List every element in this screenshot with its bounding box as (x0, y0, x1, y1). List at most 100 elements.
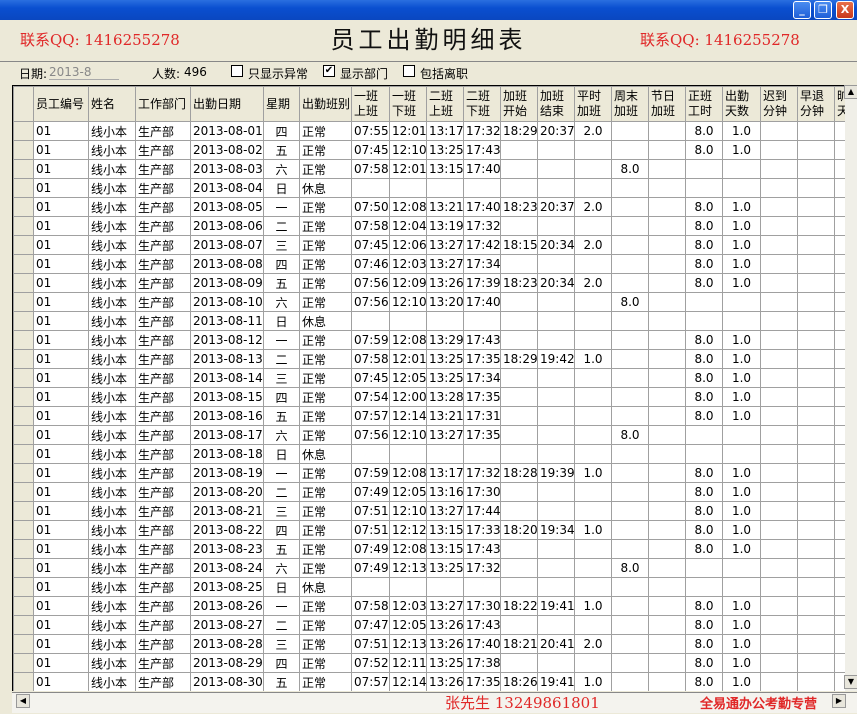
table-row[interactable]: 01 线小本 生产部 2013-08-10 六正常 07:56 12:10 13:20 17:4… (13, 292, 845, 312)
column-header[interactable]: 工作部门 (135, 86, 191, 122)
minimize-button[interactable]: _ (793, 1, 811, 19)
date-input[interactable]: 2013-8 (49, 65, 119, 80)
table-cell: 正常 (299, 482, 352, 502)
column-header[interactable]: 一班 下班 (389, 86, 427, 122)
row-selector[interactable] (13, 273, 34, 293)
table-row[interactable]: 01 线小本 生产部 2013-08-13 二正常 07:58 12:01 13:25 17:3… (13, 349, 845, 369)
row-selector[interactable] (13, 501, 34, 521)
row-selector[interactable] (13, 121, 34, 141)
row-selector[interactable] (13, 539, 34, 559)
row-selector[interactable] (13, 425, 34, 445)
row-selector[interactable] (13, 311, 34, 331)
column-header[interactable]: 星期 (263, 86, 300, 122)
row-selector[interactable] (13, 292, 34, 312)
column-header[interactable]: 员工编号 (33, 86, 89, 122)
row-selector[interactable] (13, 653, 34, 673)
table-row[interactable]: 01 线小本 生产部 2013-08-25 日休息 (13, 577, 845, 597)
table-row[interactable]: 01 线小本 生产部 2013-08-16 五正常 07:57 12:14 13:21 17:3… (13, 406, 845, 426)
row-selector[interactable] (13, 254, 34, 274)
scroll-down-icon[interactable]: ▼ (844, 675, 857, 689)
table-row[interactable]: 01 线小本 生产部 2013-08-23 五正常 07:49 12:08 13:15 17:4… (13, 539, 845, 559)
table-cell: 01 (33, 501, 89, 521)
table-row[interactable]: 01 线小本 生产部 2013-08-04 日休息 (13, 178, 845, 198)
restore-button[interactable]: ❐ (814, 1, 832, 19)
row-selector[interactable] (13, 159, 34, 179)
column-header[interactable]: 加班 结束 (537, 86, 575, 122)
table-row[interactable]: 01 线小本 生产部 2013-08-27 二正常 07:47 12:05 13:26 17:4… (13, 615, 845, 635)
column-header[interactable]: 正班 工时 (685, 86, 723, 122)
row-selector[interactable] (13, 444, 34, 464)
scroll-left-icon[interactable]: ◀ (16, 694, 30, 708)
table-row[interactable]: 01 线小本 生产部 2013-08-26 一正常 07:58 12:03 13:27 17:3… (13, 596, 845, 616)
row-selector[interactable] (13, 140, 34, 160)
row-selector[interactable] (13, 520, 34, 540)
table-cell: 线小本 (88, 254, 136, 274)
table-row[interactable]: 01 线小本 生产部 2013-08-29 四正常 07:52 12:11 13:25 17:3… (13, 653, 845, 673)
column-header[interactable]: 一班 上班 (351, 86, 390, 122)
row-selector[interactable] (13, 615, 34, 635)
column-header[interactable]: 二班 下班 (463, 86, 501, 122)
table-row[interactable]: 01 线小本 生产部 2013-08-14 三正常 07:45 12:05 13:25 17:3… (13, 368, 845, 388)
include-resigned-checkbox[interactable] (403, 65, 415, 77)
window-titlebar: _ ❐ X (0, 0, 857, 20)
table-cell: 01 (33, 653, 89, 673)
table-row[interactable]: 01 线小本 生产部 2013-08-19 一正常 07:59 12:08 13:17 17:3… (13, 463, 845, 483)
table-row[interactable]: 01 线小本 生产部 2013-08-24 六正常 07:49 12:13 13:25 17:3… (13, 558, 845, 578)
column-header[interactable]: 姓名 (88, 86, 136, 122)
table-row[interactable]: 01 线小本 生产部 2013-08-22 四正常 07:51 12:12 13:15 17:3… (13, 520, 845, 540)
scroll-right-icon[interactable]: ▶ (832, 694, 846, 708)
table-row[interactable]: 01 线小本 生产部 2013-08-18 日休息 (13, 444, 845, 464)
table-row[interactable]: 01 线小本 生产部 2013-08-30 五正常 07:57 12:14 13:26 17:3… (13, 672, 845, 691)
table-row[interactable]: 01 线小本 生产部 2013-08-21 三正常 07:51 12:10 13:27 17:4… (13, 501, 845, 521)
table-row[interactable]: 01 线小本 生产部 2013-08-07 三正常 07:45 12:06 13:27 17:4… (13, 235, 845, 255)
column-header[interactable]: 出勤班别 (299, 86, 352, 122)
row-selector[interactable] (13, 387, 34, 407)
column-header[interactable]: 出勤 天数 (722, 86, 761, 122)
column-header[interactable]: 节日 加班 (648, 86, 686, 122)
row-selector[interactable] (13, 406, 34, 426)
column-header[interactable]: 二班 上班 (426, 86, 464, 122)
table-row[interactable]: 01 线小本 生产部 2013-08-09 五正常 07:56 12:09 13:26 17:3… (13, 273, 845, 293)
row-selector[interactable] (13, 235, 34, 255)
column-header[interactable]: 周末 加班 (611, 86, 649, 122)
close-button[interactable]: X (836, 1, 854, 19)
row-selector[interactable] (13, 634, 34, 654)
table-cell: 01 (33, 121, 89, 141)
table-row[interactable]: 01 线小本 生产部 2013-08-20 二正常 07:49 12:05 13:16 17:3… (13, 482, 845, 502)
column-header[interactable]: 早退 分钟 (797, 86, 835, 122)
column-header[interactable]: 出勤日期 (190, 86, 264, 122)
row-selector[interactable] (13, 463, 34, 483)
row-selector[interactable] (13, 596, 34, 616)
table-cell: 13:17 (426, 121, 464, 141)
table-row[interactable]: 01 线小本 生产部 2013-08-12 一正常 07:59 12:08 13:29 17:4… (13, 330, 845, 350)
row-selector[interactable] (13, 482, 34, 502)
only-abnormal-checkbox[interactable] (231, 65, 243, 77)
row-selector[interactable] (13, 368, 34, 388)
row-selector[interactable] (13, 672, 34, 691)
row-selector[interactable] (13, 349, 34, 369)
table-row[interactable]: 01 线小本 生产部 2013-08-11 日休息 (13, 311, 845, 331)
table-row[interactable]: 01 线小本 生产部 2013-08-28 三正常 07:51 12:13 13:26 17:4… (13, 634, 845, 654)
show-department-checkbox[interactable]: ✔ (323, 65, 335, 77)
table-row[interactable]: 01 线小本 生产部 2013-08-01 四正常 07:55 12:01 13:17 17:3… (13, 121, 845, 141)
table-row[interactable]: 01 线小本 生产部 2013-08-15 四正常 07:54 12:00 13:28 17:3… (13, 387, 845, 407)
column-header[interactable]: 加班 开始 (500, 86, 538, 122)
table-row[interactable]: 01 线小本 生产部 2013-08-02 五正常 07:45 12:10 13:25 17:4… (13, 140, 845, 160)
table-cell: 2.0 (574, 235, 612, 255)
row-selector[interactable] (13, 558, 34, 578)
table-row[interactable]: 01 线小本 生产部 2013-08-05 一正常 07:50 12:08 13:21 17:4… (13, 197, 845, 217)
column-header[interactable]: 平时 加班 (574, 86, 612, 122)
scroll-up-icon[interactable]: ▲ (844, 85, 857, 99)
vertical-scrollbar[interactable]: ▲ ▼ (844, 85, 857, 691)
row-selector[interactable] (13, 197, 34, 217)
row-selector[interactable] (13, 577, 34, 597)
row-selector[interactable] (13, 216, 34, 236)
row-selector[interactable] (13, 330, 34, 350)
column-header[interactable]: 迟到 分钟 (760, 86, 798, 122)
table-row[interactable]: 01 线小本 生产部 2013-08-06 二正常 07:58 12:04 13:19 17:3… (13, 216, 845, 236)
row-selector[interactable] (13, 178, 34, 198)
table-row[interactable]: 01 线小本 生产部 2013-08-17 六正常 07:56 12:10 13:27 17:3… (13, 425, 845, 445)
table-row[interactable]: 01 线小本 生产部 2013-08-03 六正常 07:58 12:01 13:15 17:4… (13, 159, 845, 179)
horizontal-scrollbar[interactable]: ◀ ▶ (12, 692, 857, 713)
table-row[interactable]: 01 线小本 生产部 2013-08-08 四正常 07:46 12:03 13:27 17:3… (13, 254, 845, 274)
